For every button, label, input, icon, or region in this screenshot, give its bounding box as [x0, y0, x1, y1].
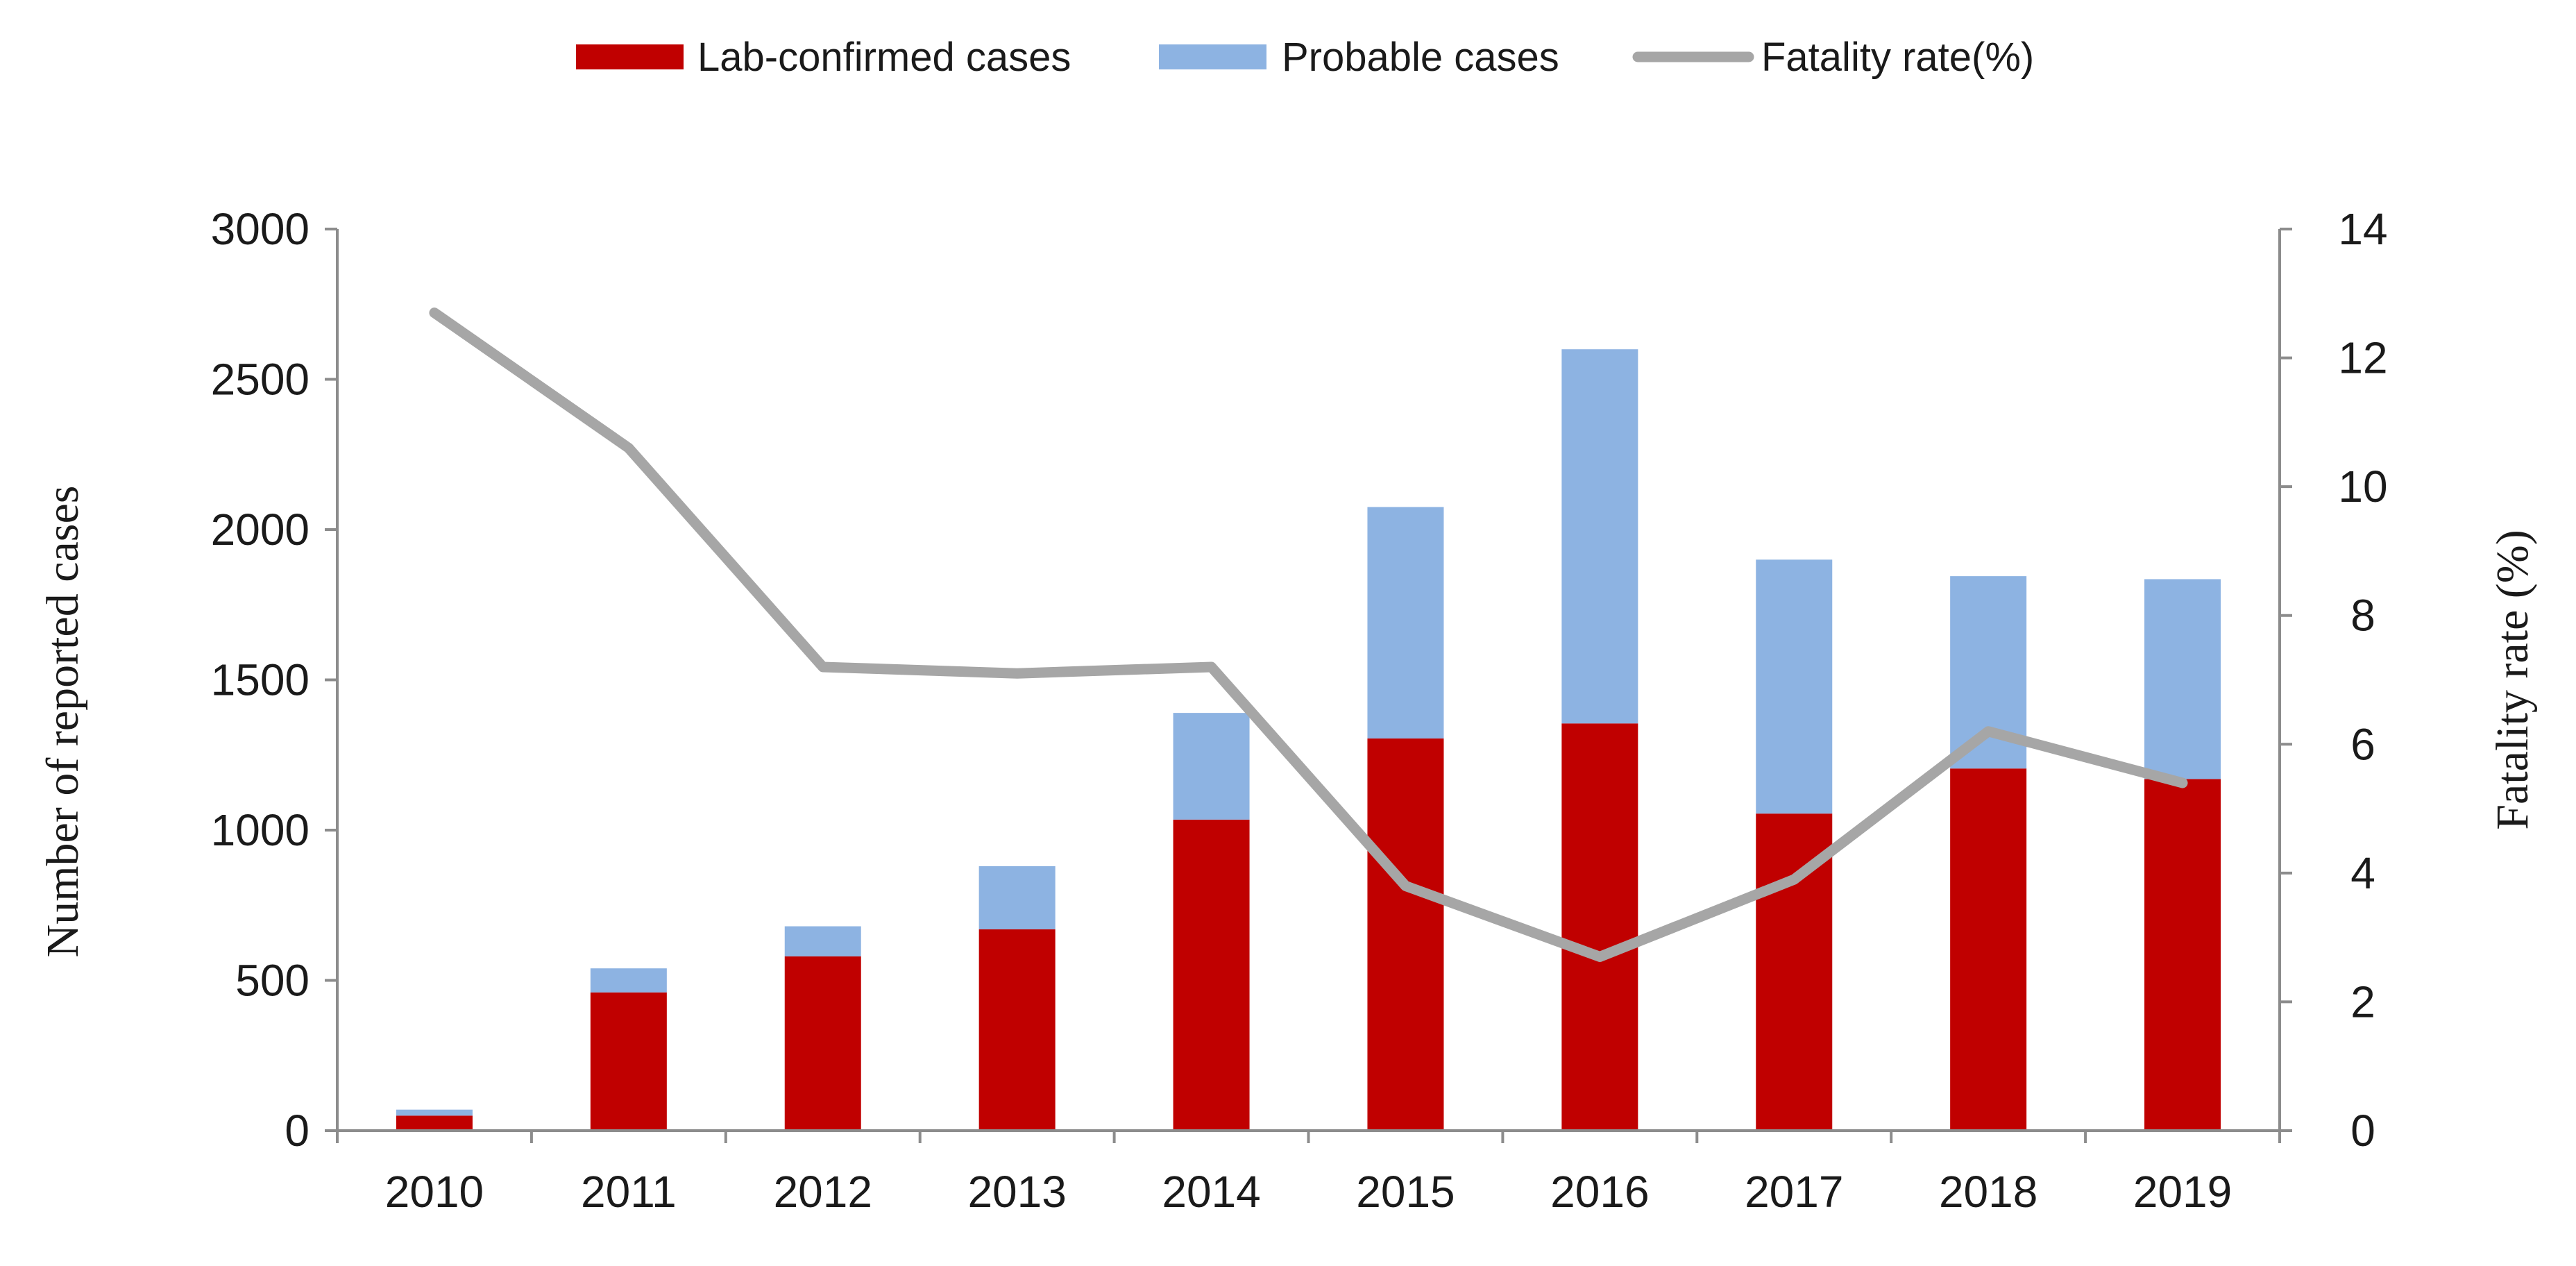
- x-tick-label-2016: 2016: [1550, 1167, 1649, 1217]
- x-tick-label-2010: 2010: [385, 1167, 484, 1217]
- fatality-point-2011: [627, 447, 629, 449]
- bar-probable-2012: [784, 926, 861, 956]
- bar-lab-confirmed-2019: [2144, 779, 2221, 1131]
- left-tick-label: 0: [285, 1106, 310, 1156]
- x-tick-label-2017: 2017: [1745, 1167, 1843, 1217]
- legend-label-lab-confirmed: Lab-confirmed cases: [697, 35, 1071, 80]
- bar-lab-confirmed-2012: [784, 956, 861, 1131]
- bar-lab-confirmed-2014: [1173, 819, 1250, 1131]
- bar-probable-2014: [1173, 713, 1250, 820]
- left-tick-label: 3000: [211, 204, 310, 254]
- bars: [396, 349, 2221, 1131]
- right-tick-label: 10: [2338, 462, 2387, 512]
- fatality-point-2012: [822, 666, 824, 668]
- left-tick-label: 500: [235, 956, 310, 1006]
- x-tick-label-2014: 2014: [1162, 1167, 1260, 1217]
- fatality-point-2016: [1599, 956, 1601, 958]
- fatality-point-2010: [433, 312, 435, 314]
- bar-probable-2011: [590, 968, 667, 993]
- x-tick-label-2011: 2011: [581, 1167, 677, 1217]
- left-tick-label: 2500: [211, 355, 310, 405]
- bar-probable-2017: [1756, 559, 1833, 814]
- x-tick-label-2018: 2018: [1939, 1167, 2037, 1217]
- right-tick-label: 6: [2350, 719, 2375, 769]
- fatality-point-2017: [1793, 879, 1795, 881]
- bar-probable-2015: [1367, 507, 1444, 738]
- legend-swatch-lab-confirmed: [576, 44, 684, 69]
- bar-lab-confirmed-2016: [1561, 723, 1638, 1131]
- fatality-point-2015: [1405, 885, 1407, 887]
- y2-axis-title: Fatality rate (%): [2487, 530, 2538, 829]
- legend: Lab-confirmed cases Probable cases Fatalit…: [576, 35, 2034, 80]
- axes: [325, 228, 2292, 1143]
- right-tick-label: 14: [2338, 204, 2387, 254]
- left-tick-label: 2000: [211, 505, 310, 555]
- bar-probable-2013: [978, 866, 1056, 929]
- legend-label-fatality: Fatality rate(%): [1761, 35, 2034, 80]
- y-axis-title: Number of reported cases: [37, 486, 88, 958]
- legend-swatch-probable: [1159, 44, 1266, 69]
- x-tick-label-2015: 2015: [1356, 1167, 1455, 1217]
- bar-lab-confirmed-2010: [396, 1115, 473, 1131]
- fatality-rate-line: [429, 307, 2188, 962]
- right-tick-label: 4: [2350, 848, 2375, 898]
- bar-probable-2010: [396, 1109, 473, 1116]
- fatality-line-group: [429, 307, 2188, 962]
- fatality-point-2014: [1210, 666, 1212, 668]
- bar-probable-2016: [1561, 349, 1638, 724]
- x-tick-label-2012: 2012: [774, 1167, 872, 1217]
- bar-probable-2019: [2144, 579, 2221, 779]
- axis-labels: 0 500 1000 1500 2000 2500 3000 0 2 4 6 8 10 12 14 2010 2…: [37, 204, 2538, 1217]
- bar-lab-confirmed-2011: [590, 992, 667, 1131]
- left-tick-label: 1000: [211, 805, 310, 855]
- fatality-point-2019: [2182, 782, 2184, 784]
- legend-label-probable: Probable cases: [1282, 35, 1559, 80]
- right-tick-label: 12: [2338, 333, 2387, 383]
- left-tick-label: 1500: [211, 655, 310, 705]
- x-tick-label-2013: 2013: [967, 1167, 1066, 1217]
- bar-lab-confirmed-2018: [1950, 768, 2027, 1131]
- bar-lab-confirmed-2015: [1367, 738, 1444, 1131]
- right-tick-label: 2: [2350, 977, 2375, 1027]
- right-tick-label: 8: [2350, 591, 2375, 641]
- x-tick-label-2019: 2019: [2133, 1167, 2232, 1217]
- right-tick-label: 0: [2350, 1106, 2375, 1156]
- fatality-point-2018: [1988, 730, 1990, 732]
- bar-lab-confirmed-2013: [978, 929, 1056, 1131]
- fatality-point-2013: [1016, 673, 1018, 675]
